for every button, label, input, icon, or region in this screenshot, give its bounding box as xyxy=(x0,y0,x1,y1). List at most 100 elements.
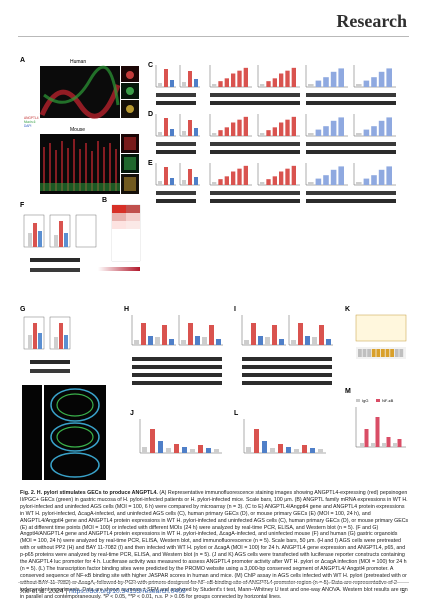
bar xyxy=(166,448,171,453)
legend-angptl4: ANGPTL4 xyxy=(24,116,39,120)
panel-letter-c: C xyxy=(148,62,153,69)
blot-band xyxy=(156,142,196,146)
blot-band xyxy=(132,365,222,369)
bar xyxy=(371,126,377,136)
caption-label: Fig. 2. xyxy=(20,490,36,496)
bar xyxy=(266,130,271,136)
blot-band xyxy=(156,191,196,195)
bar xyxy=(279,122,284,136)
blot-band xyxy=(210,191,300,195)
bar xyxy=(356,133,362,136)
bar xyxy=(262,441,267,453)
bar xyxy=(286,447,291,453)
bar xyxy=(308,182,314,185)
bar xyxy=(371,175,377,185)
organoid-images xyxy=(22,385,42,480)
bar xyxy=(308,84,314,87)
bar xyxy=(190,449,195,453)
bar xyxy=(251,323,256,345)
figure-2: A Human ANGPTL4 Mucin-6 DAPI Mouse B xyxy=(20,55,409,485)
sequence-cell xyxy=(381,349,385,357)
bar xyxy=(363,80,370,87)
bar-nfkb xyxy=(375,417,380,447)
panel-letter-g: G xyxy=(20,306,26,313)
panel-letter-m: M xyxy=(345,388,351,395)
sequence-cell xyxy=(367,349,371,357)
bar xyxy=(224,78,229,87)
blot-band xyxy=(156,150,196,154)
blot-band xyxy=(242,357,332,361)
blot-band xyxy=(132,373,222,377)
bar-igg xyxy=(393,443,397,447)
bar xyxy=(224,127,229,136)
panel-g: G xyxy=(20,306,106,480)
footer-rule xyxy=(18,582,409,583)
journal-title: Research xyxy=(336,11,407,31)
bar xyxy=(378,71,385,87)
bar xyxy=(164,167,168,185)
bar xyxy=(237,119,242,136)
bar xyxy=(363,129,370,136)
blot-band xyxy=(306,142,396,146)
blot-band xyxy=(242,381,332,385)
blot-band xyxy=(242,373,332,377)
panel-m: M IgG NF-κB xyxy=(345,388,406,448)
bar xyxy=(209,325,214,345)
bar xyxy=(188,120,192,136)
bar-nfkb xyxy=(364,429,369,447)
bar xyxy=(302,445,307,453)
sequence-cell xyxy=(376,349,381,357)
bar xyxy=(279,73,284,87)
bar xyxy=(338,166,344,185)
bar xyxy=(243,67,248,87)
panel-a: A Human ANGPTL4 Mucin-6 DAPI Mouse xyxy=(20,57,139,194)
bar xyxy=(170,129,174,136)
bar xyxy=(158,181,162,185)
bar xyxy=(231,171,236,185)
bar xyxy=(323,77,329,87)
bar xyxy=(323,126,329,136)
panel-letter-d: D xyxy=(148,111,153,118)
bar xyxy=(310,448,315,453)
sequence-cell xyxy=(385,349,390,357)
bar xyxy=(224,176,229,185)
bar xyxy=(243,116,248,136)
bar xyxy=(182,131,186,136)
bar xyxy=(194,128,198,136)
blot-band xyxy=(210,101,300,105)
legend-mucin: Mucin-6 xyxy=(24,120,36,124)
panel-a-mouse-label: Mouse xyxy=(70,127,85,133)
footer-authors: Xie et al. 2024 xyxy=(20,588,64,595)
bar xyxy=(188,323,193,345)
bar-igg xyxy=(360,443,364,447)
bar-igg xyxy=(371,443,375,447)
bar xyxy=(170,80,174,87)
blot-band xyxy=(210,142,300,146)
legend-dapi: DAPI xyxy=(24,124,32,128)
blot-band xyxy=(242,365,332,369)
blot-band xyxy=(210,150,300,154)
sequence-cell xyxy=(394,349,399,357)
panel-letter-b: B xyxy=(102,197,107,204)
bar xyxy=(182,82,186,87)
bar-nfkb xyxy=(397,439,402,447)
caption-body: (A) Representative immunofluorescence st… xyxy=(20,490,409,600)
blot-band xyxy=(210,93,300,97)
bar xyxy=(326,339,331,345)
bar xyxy=(206,448,211,453)
sequence-cell xyxy=(362,349,367,357)
bar xyxy=(158,83,162,87)
footer-citation: Xie et al. 2024 | https://doi.org/10.341… xyxy=(20,588,186,595)
bar xyxy=(148,336,153,345)
figure-canvas: A Human ANGPTL4 Mucin-6 DAPI Mouse B xyxy=(20,57,407,480)
bar xyxy=(319,325,324,345)
bar xyxy=(170,178,174,185)
bar xyxy=(142,447,147,453)
doi-link[interactable]: https://doi.org/10.34133/research.0409 xyxy=(69,588,186,595)
bar xyxy=(260,84,265,87)
bar xyxy=(323,175,329,185)
figure-caption: Fig. 2. H. pylori stimulates GECs to pro… xyxy=(20,490,409,601)
bar xyxy=(198,445,203,453)
blot-band xyxy=(306,199,396,203)
